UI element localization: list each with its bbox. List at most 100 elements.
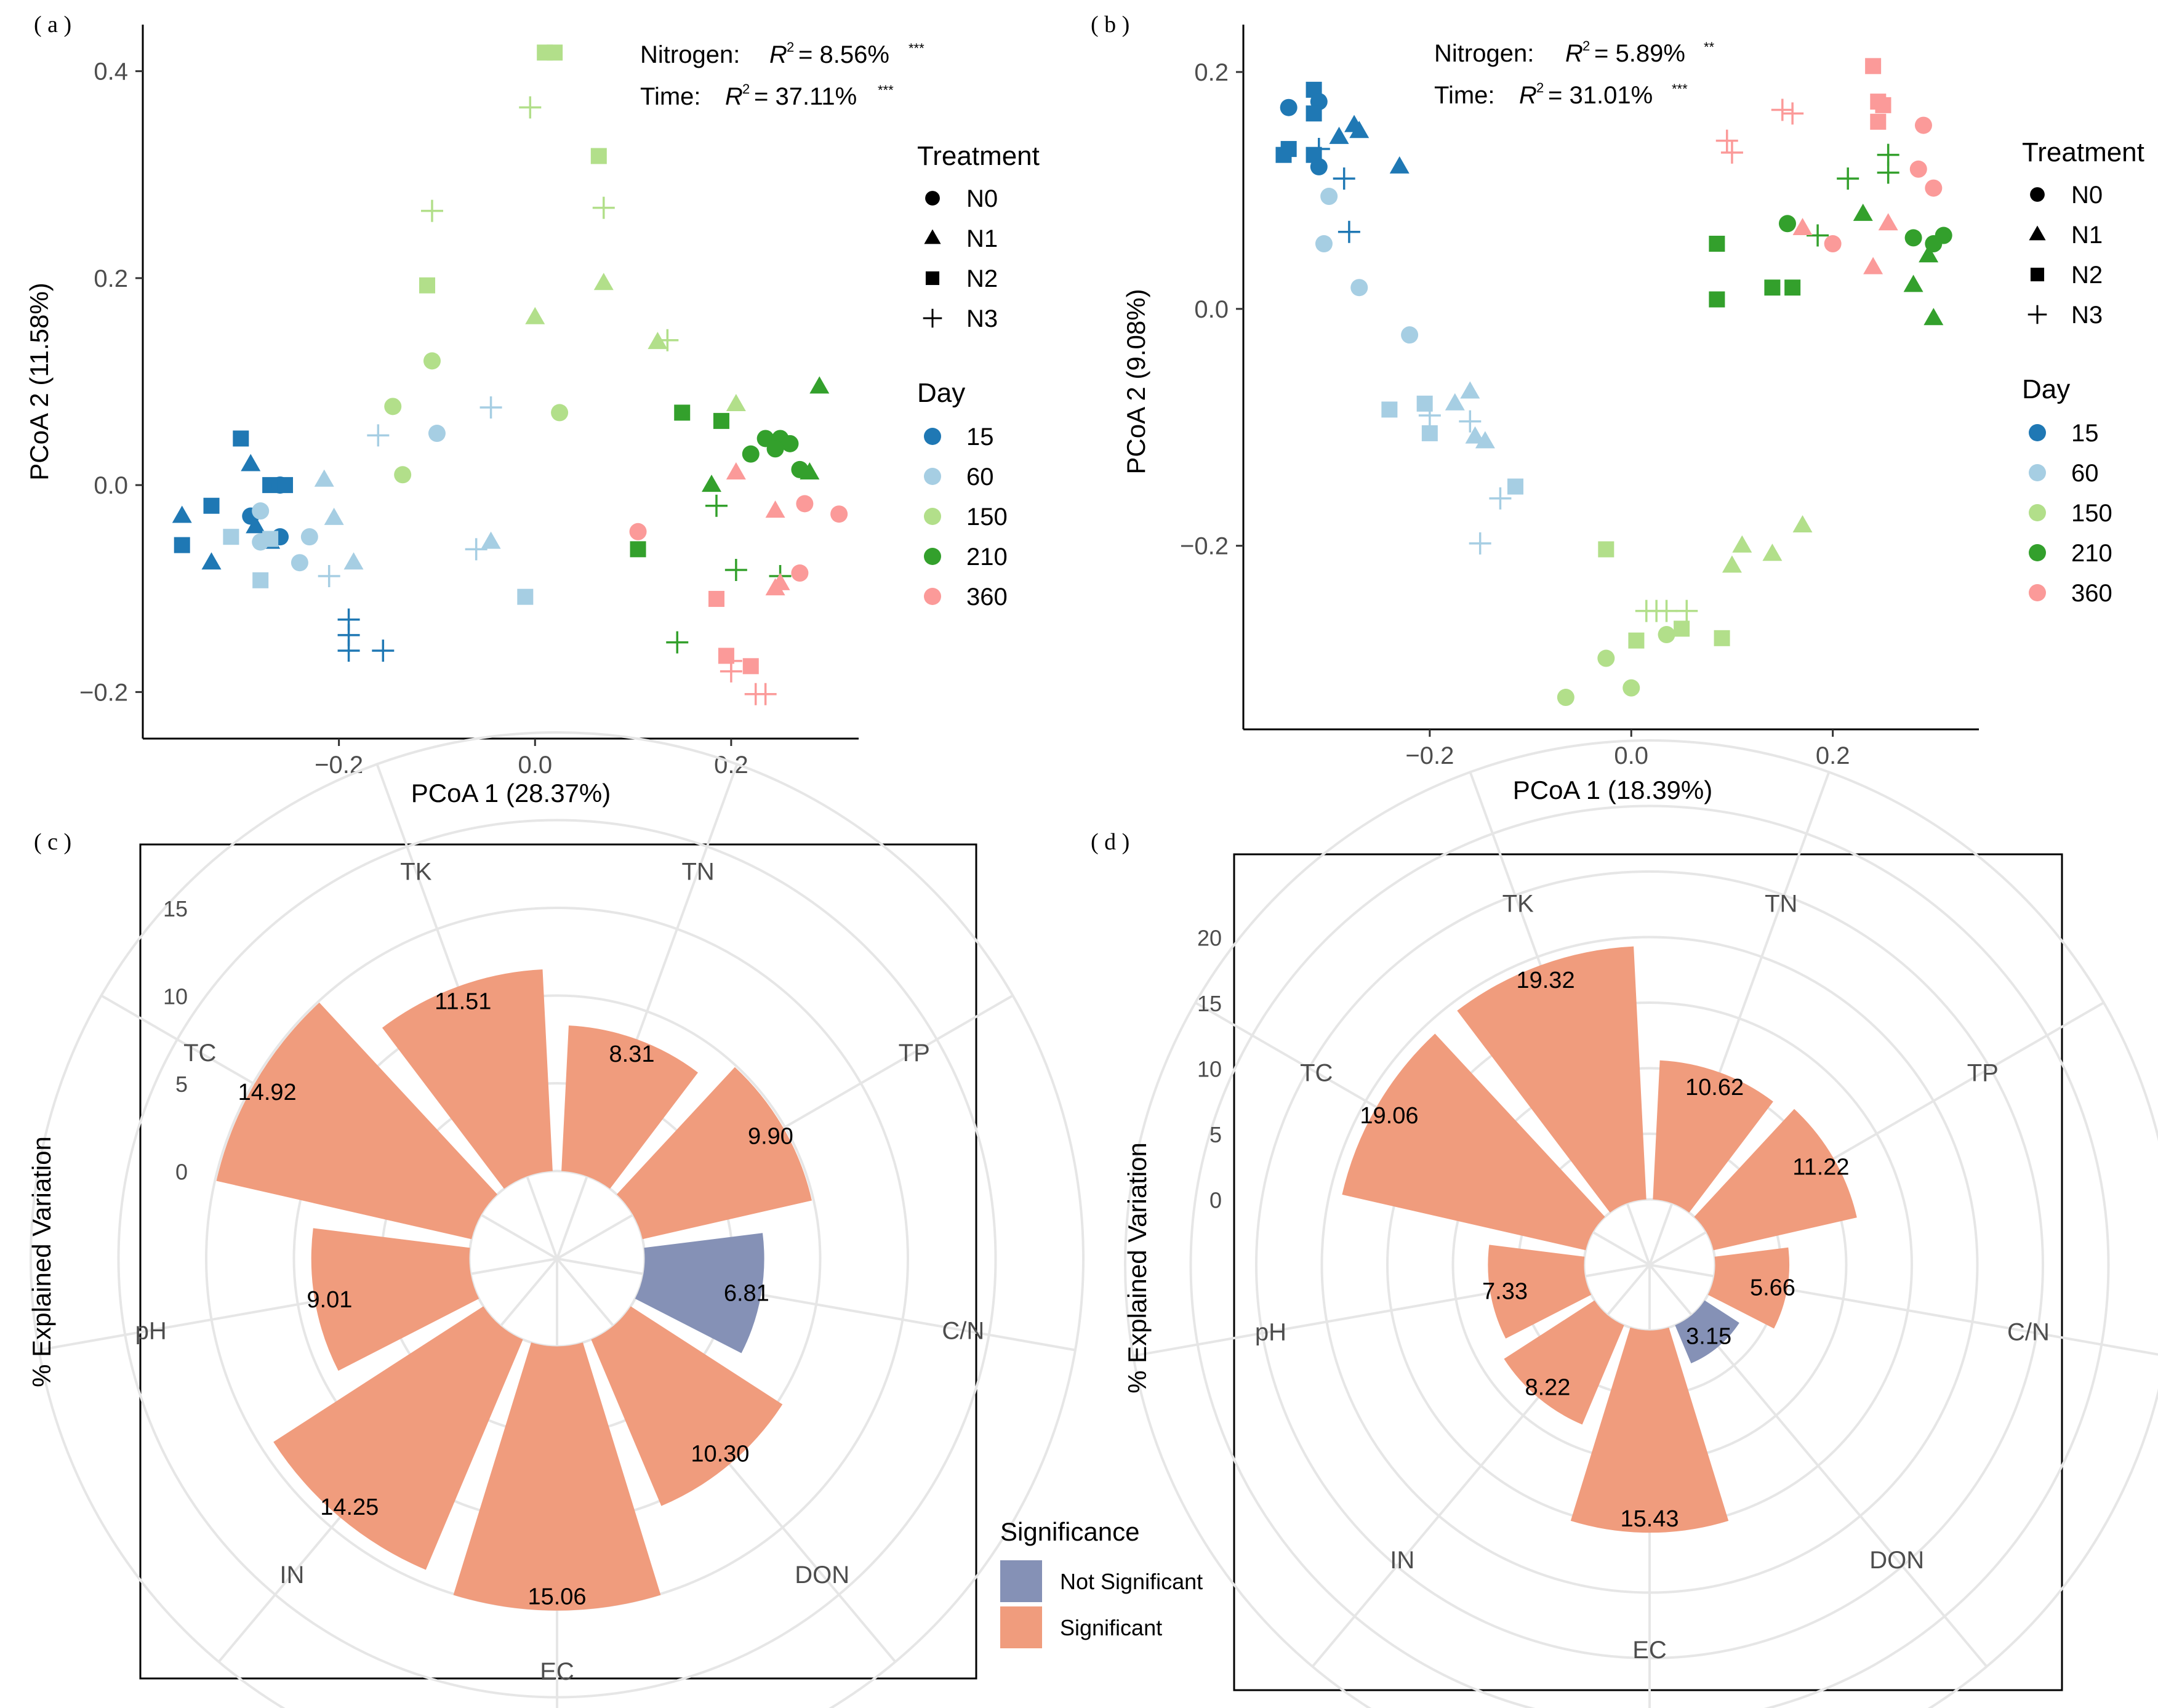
panel-d-label: ( d ) (1091, 829, 1129, 855)
panel-b-time-r2: = 31.01% (1548, 82, 1653, 109)
panel-a-time-r: R (725, 83, 743, 110)
legend-key-day-210 (924, 548, 941, 565)
bar-cn (1707, 1247, 1790, 1329)
radial-tick-label: 20 (1197, 926, 1222, 951)
point-day360-N0 (629, 523, 647, 540)
bar-tc (1342, 1033, 1605, 1251)
panel-b-x-tick-label: 0.2 (1816, 742, 1850, 769)
panel-a-y-tick-label: 0.4 (94, 58, 128, 86)
point-day60-N2 (1381, 401, 1398, 418)
panel-c-bars (216, 969, 812, 1611)
legend-label-day-360: 360 (966, 583, 1008, 611)
radial-tick-label: 5 (1209, 1122, 1222, 1147)
panel-b-time-sig: *** (1672, 81, 1688, 97)
bar-ec (1570, 1327, 1729, 1533)
legend-key-n0 (925, 191, 940, 206)
point-day150-N2 (419, 277, 436, 294)
legend-key-significant (1000, 1606, 1042, 1648)
point-day360-N2 (742, 658, 759, 675)
bar-in (273, 1306, 523, 1570)
legend-label-n3: N3 (2071, 302, 2103, 329)
radial-tick-label: 0 (1209, 1188, 1222, 1213)
bar-don (1675, 1300, 1739, 1363)
point-day150-N0 (394, 466, 412, 484)
panel-a-x-tick-label: −0.2 (315, 752, 363, 779)
point-day150-N3 (420, 199, 443, 222)
category-label: TP (899, 1040, 930, 1067)
panel-d-labels: 10.62 11.22 5.66 3.15 15.43 8.22 7.33 19.06 19.3… (1197, 891, 2050, 1664)
panel-a: ( a ) −0.2 0.0 0.2 −0.2 0.0 0.2 0.4 PCoA 1 (28… (25, 12, 1040, 808)
point-day60-N3 (318, 565, 340, 588)
point-day150-N0 (1557, 689, 1574, 707)
panel-b-nitrogen-r: R (1565, 40, 1583, 67)
legend-label-n1: N1 (966, 225, 998, 252)
category-label: pH (135, 1317, 167, 1344)
point-day60-N2 (252, 572, 269, 588)
point-day150-N1 (525, 307, 545, 324)
point-day210-N1 (1919, 245, 1939, 263)
legend-key-n3 (923, 308, 942, 328)
point-day210-N1 (1923, 308, 1944, 326)
point-day150-N3 (1655, 599, 1678, 622)
panel-b-x-tick-label: −0.2 (1405, 742, 1454, 769)
legend-key-day-15 (2029, 424, 2046, 441)
panel-a-time-r2: = 37.11% (754, 83, 857, 110)
legend-key-not-significant (1000, 1560, 1042, 1602)
panel-b-nitrogen-r-exp: 2 (1582, 38, 1590, 54)
point-day60-N1 (1475, 431, 1495, 449)
category-label: TC (1300, 1060, 1333, 1087)
legend-key-day-60 (2029, 464, 2046, 481)
point-day210-N1 (1903, 275, 1923, 292)
legend-key-day-150 (2029, 504, 2046, 521)
legend-label-day-150: 150 (2071, 500, 2112, 527)
panel-b-stats-nitrogen: Nitrogen: R 2 = 5.89% ** (1434, 38, 1715, 67)
point-day360-N2 (708, 591, 724, 607)
legend-key-day-60 (924, 468, 941, 485)
legend-label-significant: Significant (1060, 1615, 1162, 1640)
legend-label-not-significant: Not Significant (1060, 1569, 1203, 1594)
point-day15-N1 (241, 454, 261, 471)
bar-value-label: 3.15 (1686, 1324, 1731, 1350)
point-day210-N1 (809, 376, 830, 394)
bar-in (1504, 1300, 1624, 1425)
point-day150-N2 (1598, 541, 1614, 558)
bar-tn (561, 1025, 699, 1189)
point-day60-N0 (1401, 326, 1419, 344)
panel-a-x-tick-label: 0.2 (714, 752, 748, 779)
legend-label-n0: N0 (2071, 182, 2103, 209)
panel-b-label: ( b ) (1091, 12, 1129, 38)
category-label: TK (1502, 891, 1534, 918)
legend-label-n2: N2 (966, 265, 998, 292)
panel-a-nitrogen-r-exp: 2 (787, 39, 794, 55)
point-day15-N2 (1306, 105, 1322, 122)
point-day210-N0 (766, 440, 784, 458)
radial-tick-label: 10 (1197, 1057, 1222, 1082)
panel-b-time-label: Time: (1434, 82, 1495, 109)
radial-tick-label: 15 (1197, 991, 1222, 1016)
bar-value-label: 9.90 (748, 1124, 793, 1150)
panel-a-y-label: PCoA 2 (11.58%) (25, 283, 54, 480)
radial-tick-label: 5 (175, 1072, 188, 1097)
panel-c-label: ( c ) (34, 829, 71, 855)
point-day150-N3 (592, 196, 615, 219)
panel-c-labels: 8.31 9.90 6.81 10.30 15.06 14.25 9.01 14.92 11.5… (135, 858, 985, 1685)
point-day15-N2 (203, 497, 220, 514)
point-day210-N3 (1807, 224, 1829, 247)
bar-value-label: 19.06 (1360, 1103, 1418, 1129)
legend-key-day-150 (924, 508, 941, 525)
panel-b-y-tick-label: −0.2 (1180, 533, 1229, 560)
panel-a-points (172, 44, 848, 705)
point-day60-N3 (1489, 487, 1512, 510)
bar-value-label: 14.25 (320, 1494, 379, 1520)
legend-label-day-360: 360 (2071, 580, 2112, 607)
panel-b-stats-time: Time: R 2 = 31.01% *** (1434, 80, 1688, 109)
point-day15-N2 (174, 537, 190, 553)
point-day15-N3 (372, 639, 395, 662)
point-day60-N1 (481, 531, 501, 549)
panel-d-bars (1342, 946, 1857, 1533)
legend-key-n2 (2030, 267, 2045, 282)
panel-b-x-tick-label: 0.0 (1614, 742, 1648, 769)
bar-ph (311, 1228, 479, 1371)
bar-ph (1488, 1245, 1592, 1339)
